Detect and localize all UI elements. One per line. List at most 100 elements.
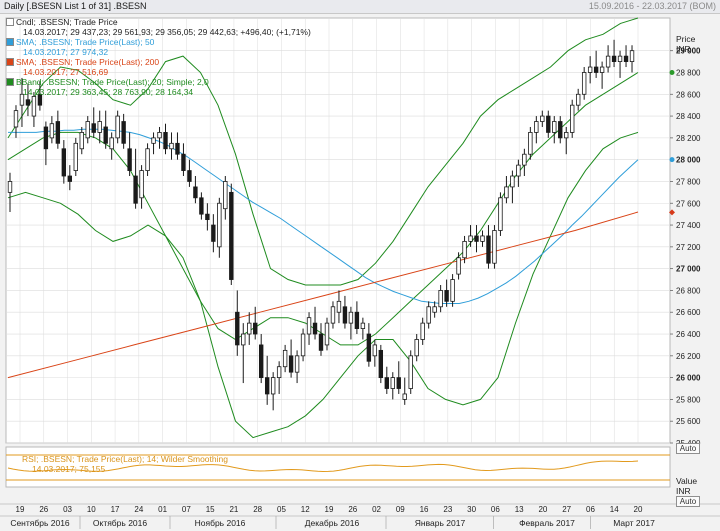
day-label: 05	[277, 505, 286, 514]
candle-body	[253, 322, 258, 335]
candle	[570, 99, 575, 138]
candle-body	[552, 121, 557, 133]
candle	[169, 132, 174, 160]
price-tick-label: 26 200	[676, 352, 701, 361]
rsi-auto-button[interactable]: Auto	[676, 496, 700, 507]
day-label: 07	[182, 505, 191, 514]
candle	[43, 121, 49, 166]
candle	[211, 214, 216, 253]
candle	[474, 225, 479, 253]
candle-body	[468, 235, 473, 242]
candle	[629, 45, 635, 73]
day-label: 16	[420, 505, 429, 514]
sma50-axis-marker	[669, 157, 675, 163]
candle	[510, 170, 515, 204]
bband-upper-line	[7, 17, 639, 286]
candle-body	[211, 224, 216, 242]
sma50-swatch	[6, 38, 14, 46]
candle-body	[420, 322, 425, 340]
rsi-axis-title: Value	[676, 476, 697, 486]
candle-body	[37, 93, 43, 106]
candle-body	[611, 55, 617, 62]
price-tick-label: 25 600	[676, 417, 701, 426]
day-label: 02	[372, 505, 381, 514]
legend-bband-label: BBand; .BSESN; Trade Price(Last); 20; Si…	[16, 77, 209, 87]
candle-body	[145, 148, 150, 171]
candle-body	[575, 93, 581, 106]
candle-swatch	[6, 18, 14, 26]
candle-body	[498, 197, 503, 231]
candle	[247, 312, 252, 345]
candle	[67, 165, 73, 191]
candle	[605, 45, 611, 73]
candle	[241, 323, 246, 384]
price-plot-area[interactable]	[5, 17, 671, 444]
day-label: 15	[206, 505, 215, 514]
candle	[366, 323, 372, 367]
candle	[593, 50, 599, 78]
candle	[127, 132, 132, 177]
price-tick-label: 26 800	[676, 286, 701, 295]
candle-body	[187, 170, 192, 182]
candle-body	[300, 333, 306, 357]
candle	[55, 110, 61, 149]
candle	[438, 284, 443, 313]
month-label: Ноябрь 2016	[195, 518, 246, 528]
candle-body	[151, 137, 156, 144]
candle	[31, 92, 37, 127]
candle-body	[426, 306, 431, 324]
candle-body	[73, 142, 78, 171]
candle-body	[593, 66, 599, 73]
chart-legend: Cndl; .BSESN; Trade Price 14.03.2017; 29…	[6, 17, 311, 97]
bband-axis-marker	[669, 69, 675, 75]
candle	[324, 317, 330, 351]
candle	[217, 197, 222, 258]
rsi-legend-values: 14.03.2017; 75,155	[32, 464, 106, 474]
candle-body	[318, 333, 324, 351]
candle-body	[163, 132, 168, 150]
candle	[504, 176, 509, 204]
price-tick-label: 26 400	[676, 330, 701, 339]
candle	[294, 350, 300, 384]
candle	[564, 126, 569, 155]
candle	[372, 339, 378, 367]
candle	[73, 137, 78, 177]
price-auto-button[interactable]: Auto	[676, 443, 700, 454]
candle-body	[115, 115, 120, 139]
candle	[396, 361, 401, 394]
candle-body	[312, 322, 318, 335]
candle-body	[516, 164, 521, 177]
candle	[623, 45, 629, 68]
candle-body	[330, 306, 336, 324]
date-range: 15.09.2016 - 22.03.2017 (BOM)	[588, 1, 716, 11]
rsi-legend: RSI; .BSESN; Trade Price(Last); 14; Wild…	[22, 454, 228, 474]
day-label: 13	[515, 505, 524, 514]
day-label: 20	[634, 505, 643, 514]
price-tick-label: 28 600	[676, 90, 701, 99]
candle	[229, 183, 234, 285]
candle-body	[444, 290, 449, 302]
candle-body	[103, 126, 108, 144]
candle	[121, 113, 126, 149]
candle	[360, 317, 366, 340]
candle	[264, 355, 270, 405]
price-tick-label: 27 800	[676, 177, 701, 186]
candle	[378, 344, 384, 384]
legend-cndl-values: 14.03.2017; 29 437,23; 29 561,93; 29 356…	[23, 27, 311, 37]
day-label: 17	[111, 505, 120, 514]
candle-body	[247, 322, 252, 335]
month-label: Сентябрь 2016	[10, 518, 70, 528]
candle-body	[546, 115, 551, 133]
day-label: 27	[562, 505, 571, 514]
day-label: 10	[87, 505, 96, 514]
candle	[575, 88, 581, 111]
candle-body	[288, 355, 294, 373]
candle-body	[581, 72, 587, 95]
candle	[157, 126, 162, 149]
day-label: 06	[586, 505, 595, 514]
candle-body	[438, 290, 443, 308]
candle-body	[79, 132, 84, 150]
day-label: 28	[253, 505, 262, 514]
